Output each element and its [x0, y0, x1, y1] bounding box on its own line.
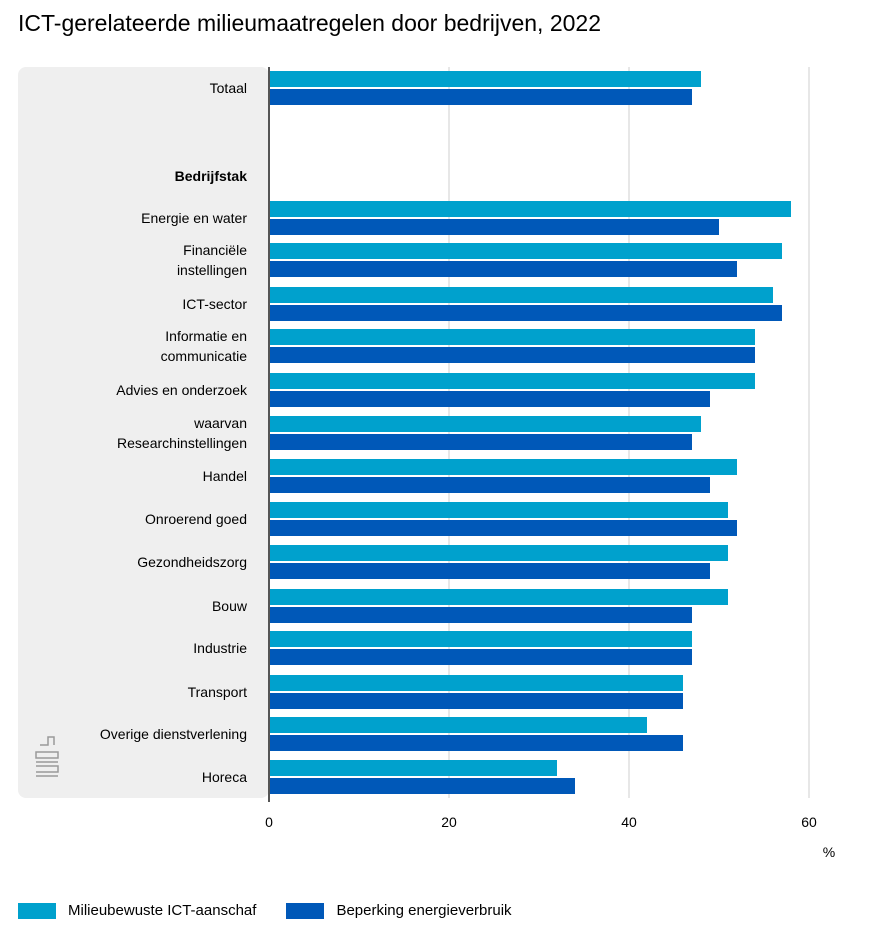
category-label: Financiële instellingen: [177, 242, 247, 278]
bar: [269, 305, 782, 321]
bar: [269, 631, 692, 647]
bar: [269, 760, 557, 776]
bar: [269, 243, 782, 259]
section-header: Bedrijfstak: [175, 168, 248, 184]
bar: [269, 589, 728, 605]
category-label: Transport: [188, 684, 248, 700]
chart-title: ICT-gerelateerde milieumaatregelen door …: [18, 10, 602, 36]
category-label: Handel: [203, 468, 247, 484]
bar: [269, 416, 701, 432]
bar: [269, 563, 710, 579]
category-label: ICT-sector: [182, 296, 247, 312]
legend-item-series1[interactable]: Milieubewuste ICT-aanschaf: [18, 902, 256, 919]
category-label: waarvan Researchinstellingen: [117, 415, 247, 451]
legend-label-series2: Beperking energieverbruik: [336, 902, 512, 919]
legend-item-series2[interactable]: Beperking energieverbruik: [286, 902, 512, 919]
bar: [269, 287, 773, 303]
bar: [269, 502, 728, 518]
x-tick-label: 40: [621, 814, 637, 830]
x-axis-label: %: [823, 844, 835, 860]
bar: [269, 520, 737, 536]
x-tick-label: 60: [801, 814, 817, 830]
bar: [269, 329, 755, 345]
logo-icon: [35, 736, 59, 777]
bar: [269, 778, 575, 794]
category-label: Horeca: [202, 769, 247, 785]
category-label: Bouw: [212, 598, 248, 614]
bar: [269, 675, 683, 691]
bar: [269, 477, 710, 493]
bar: [269, 219, 719, 235]
bar: [269, 391, 710, 407]
bar: [269, 649, 692, 665]
bar: [269, 434, 692, 450]
bar-chart: 0 20 40 60% Bedrijfstak Totaal Energie en wate…: [18, 67, 835, 860]
bar: [269, 607, 692, 623]
legend: Milieubewuste ICT-aanschaf Beperking ene…: [18, 902, 542, 919]
category-label: Industrie: [193, 640, 247, 656]
category-label: Totaal: [210, 80, 247, 96]
category-label: Advies en onderzoek: [116, 382, 248, 398]
x-tick-label: 20: [441, 814, 457, 830]
bar: [269, 693, 683, 709]
bar: [269, 545, 728, 561]
bar: [269, 201, 791, 217]
bar: [269, 717, 647, 733]
legend-swatch-series1: [18, 902, 56, 919]
category-label: Onroerend goed: [145, 511, 247, 527]
bar: [269, 71, 701, 87]
category-label: Informatie en communicatie: [161, 328, 248, 364]
bar: [269, 373, 755, 389]
bar: [269, 261, 737, 277]
bar: [269, 89, 692, 105]
bar: [269, 735, 683, 751]
x-tick-label: 0: [265, 814, 273, 830]
category-label: Gezondheidszorg: [137, 554, 247, 570]
bar: [269, 459, 737, 475]
legend-label-series1: Milieubewuste ICT-aanschaf: [68, 902, 257, 919]
legend-swatch-series2: [286, 902, 325, 919]
label-panel: [18, 67, 269, 798]
category-label: Energie en water: [141, 210, 247, 226]
bar: [269, 347, 755, 363]
category-label: Overige dienstverlening: [100, 726, 247, 742]
